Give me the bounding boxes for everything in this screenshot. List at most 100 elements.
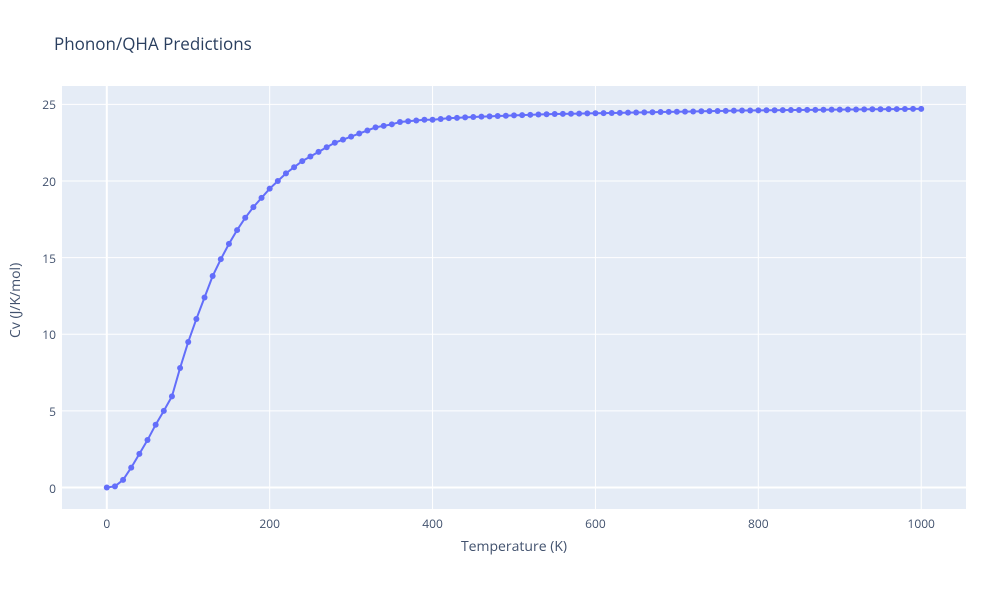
series-line[interactable]: [107, 109, 921, 488]
series-marker[interactable]: [389, 121, 395, 127]
series-marker[interactable]: [136, 451, 142, 457]
series-marker[interactable]: [837, 107, 843, 113]
series-marker[interactable]: [405, 118, 411, 124]
series-marker[interactable]: [568, 111, 574, 117]
series-marker[interactable]: [690, 108, 696, 114]
series-marker[interactable]: [161, 408, 167, 414]
series-marker[interactable]: [584, 110, 590, 116]
series-marker[interactable]: [649, 109, 655, 115]
series-marker[interactable]: [332, 140, 338, 146]
series-marker[interactable]: [478, 114, 484, 120]
series-marker[interactable]: [340, 137, 346, 143]
series-marker[interactable]: [454, 115, 460, 121]
series-marker[interactable]: [299, 158, 305, 164]
series-marker[interactable]: [397, 119, 403, 125]
series-marker[interactable]: [739, 108, 745, 114]
series-marker[interactable]: [316, 149, 322, 155]
series-marker[interactable]: [112, 483, 118, 489]
series-marker[interactable]: [658, 109, 664, 115]
series-marker[interactable]: [185, 339, 191, 345]
series-marker[interactable]: [283, 170, 289, 176]
series-marker[interactable]: [910, 106, 916, 112]
series-marker[interactable]: [715, 108, 721, 114]
series-marker[interactable]: [877, 106, 883, 112]
series-marker[interactable]: [682, 109, 688, 115]
series-marker[interactable]: [772, 107, 778, 113]
series-marker[interactable]: [625, 110, 631, 116]
series-marker[interactable]: [242, 215, 248, 221]
series-marker[interactable]: [462, 114, 468, 120]
series-marker[interactable]: [552, 111, 558, 117]
series-marker[interactable]: [275, 178, 281, 184]
series-marker[interactable]: [438, 116, 444, 122]
series-marker[interactable]: [601, 110, 607, 116]
series-marker[interactable]: [381, 123, 387, 129]
series-marker[interactable]: [250, 204, 256, 210]
series-marker[interactable]: [413, 117, 419, 123]
series-marker[interactable]: [731, 108, 737, 114]
series-marker[interactable]: [145, 437, 151, 443]
series-marker[interactable]: [544, 111, 550, 117]
series-marker[interactable]: [763, 107, 769, 113]
series-marker[interactable]: [234, 227, 240, 233]
series-marker[interactable]: [267, 186, 273, 192]
series-marker[interactable]: [226, 241, 232, 247]
series-marker[interactable]: [364, 127, 370, 133]
series-marker[interactable]: [560, 111, 566, 117]
series-marker[interactable]: [788, 107, 794, 113]
series-marker[interactable]: [470, 114, 476, 120]
series-marker[interactable]: [307, 154, 313, 160]
series-marker[interactable]: [324, 144, 330, 150]
series-marker[interactable]: [674, 109, 680, 115]
series-marker[interactable]: [861, 106, 867, 112]
series-marker[interactable]: [853, 106, 859, 112]
series-marker[interactable]: [519, 112, 525, 118]
series-marker[interactable]: [421, 117, 427, 123]
series-marker[interactable]: [527, 112, 533, 118]
series-marker[interactable]: [348, 134, 354, 140]
series-marker[interactable]: [804, 107, 810, 113]
series-marker[interactable]: [356, 131, 362, 137]
series-marker[interactable]: [609, 110, 615, 116]
series-marker[interactable]: [894, 106, 900, 112]
series-marker[interactable]: [698, 108, 704, 114]
series-marker[interactable]: [869, 106, 875, 112]
series-marker[interactable]: [373, 124, 379, 130]
series-marker[interactable]: [120, 477, 126, 483]
series-marker[interactable]: [886, 106, 892, 112]
series-marker[interactable]: [780, 107, 786, 113]
series-marker[interactable]: [169, 393, 175, 399]
series-marker[interactable]: [104, 485, 110, 491]
series-marker[interactable]: [820, 107, 826, 113]
series-marker[interactable]: [633, 110, 639, 116]
series-marker[interactable]: [202, 295, 208, 301]
series-marker[interactable]: [576, 111, 582, 117]
series-marker[interactable]: [829, 107, 835, 113]
series-marker[interactable]: [918, 106, 924, 112]
series-marker[interactable]: [511, 112, 517, 118]
series-marker[interactable]: [902, 106, 908, 112]
series-marker[interactable]: [218, 256, 224, 262]
series-marker[interactable]: [193, 316, 199, 322]
series-marker[interactable]: [617, 110, 623, 116]
series-marker[interactable]: [259, 195, 265, 201]
series-marker[interactable]: [796, 107, 802, 113]
series-marker[interactable]: [592, 110, 598, 116]
series-marker[interactable]: [666, 109, 672, 115]
series-marker[interactable]: [153, 422, 159, 428]
series-marker[interactable]: [487, 113, 493, 119]
series-marker[interactable]: [503, 113, 509, 119]
series-marker[interactable]: [723, 108, 729, 114]
series-marker[interactable]: [747, 107, 753, 113]
series-marker[interactable]: [755, 107, 761, 113]
series-marker[interactable]: [210, 273, 216, 279]
series-marker[interactable]: [535, 112, 541, 118]
series-marker[interactable]: [845, 107, 851, 113]
series-marker[interactable]: [812, 107, 818, 113]
series-marker[interactable]: [641, 109, 647, 115]
series-marker[interactable]: [291, 164, 297, 170]
series-marker[interactable]: [430, 117, 436, 123]
series-marker[interactable]: [495, 113, 501, 119]
series-marker[interactable]: [446, 115, 452, 121]
series-marker[interactable]: [128, 465, 134, 471]
